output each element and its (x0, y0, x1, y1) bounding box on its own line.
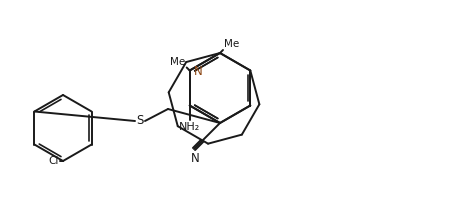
Text: Me: Me (170, 57, 185, 67)
Text: Cl: Cl (49, 156, 59, 166)
Text: S: S (136, 115, 143, 127)
Text: N: N (193, 65, 202, 78)
Text: NH₂: NH₂ (179, 122, 200, 131)
Text: Me: Me (224, 39, 239, 49)
Text: N: N (190, 152, 199, 165)
